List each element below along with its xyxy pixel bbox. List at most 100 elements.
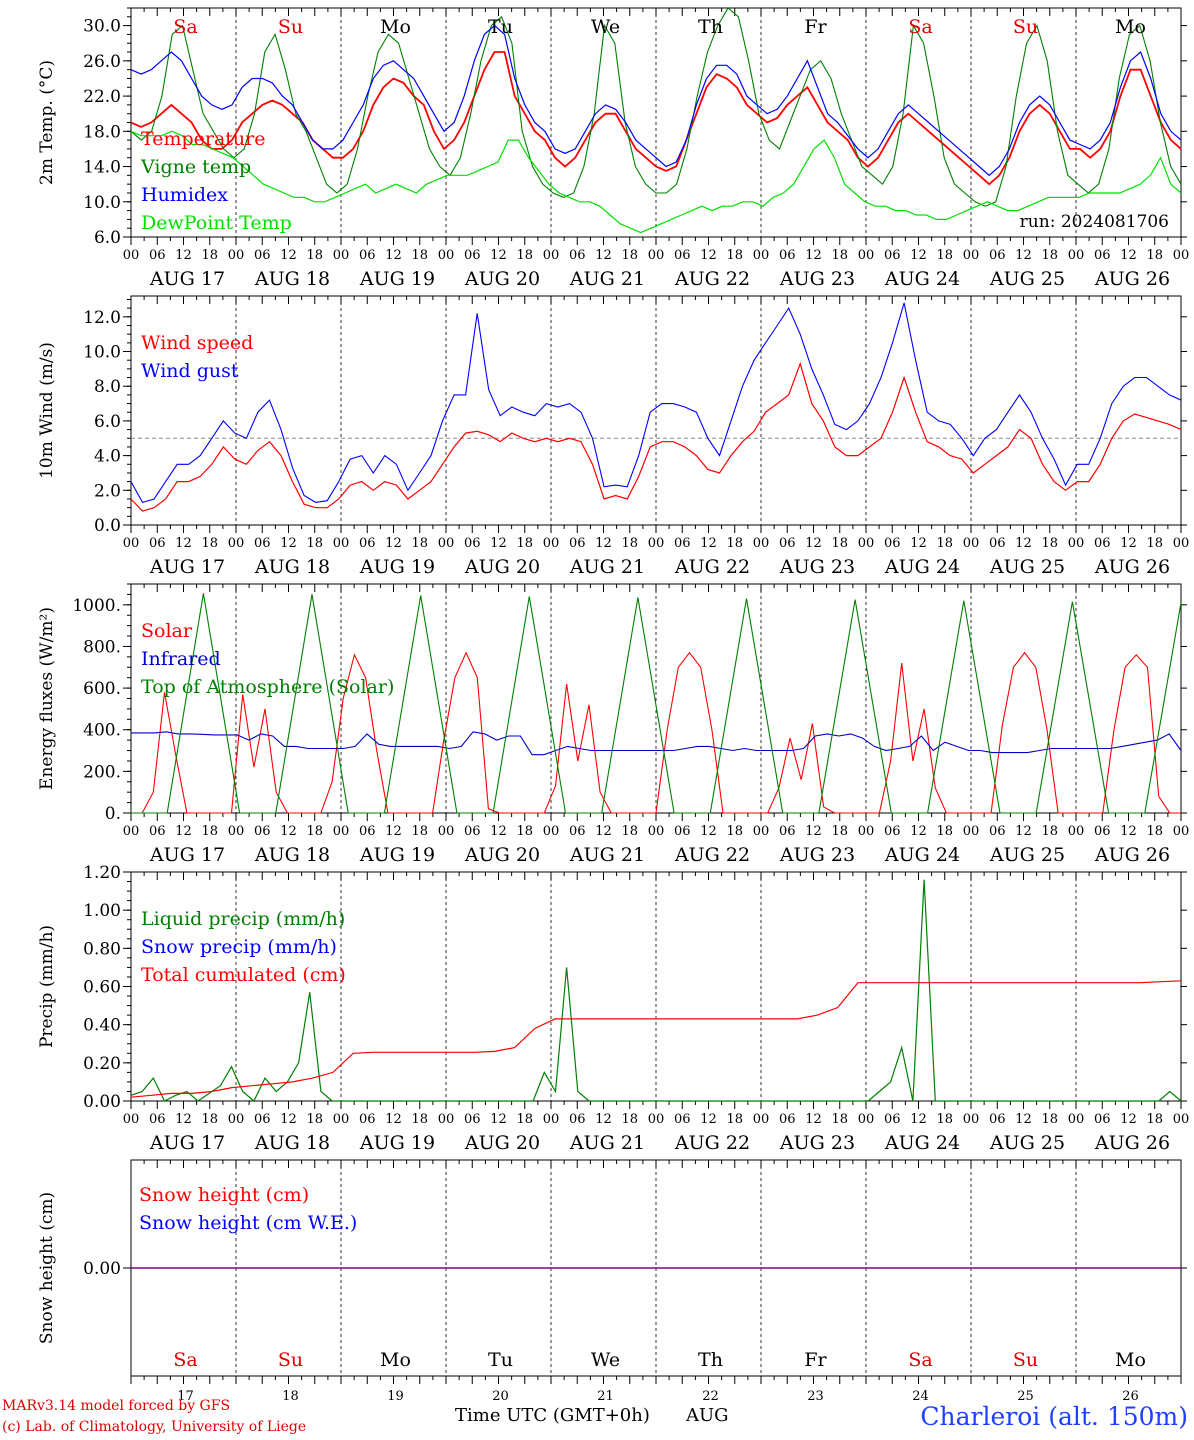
hour-tick-label: 18 [1041, 536, 1058, 551]
day-name: Sa [908, 1349, 932, 1371]
hour-tick-label: 12 [175, 824, 192, 839]
hour-tick-label: 00 [333, 824, 350, 839]
hour-tick-label: 06 [569, 1112, 586, 1127]
legend-entry: Wind speed [141, 332, 253, 354]
hour-tick-label: 12 [175, 248, 192, 263]
hour-tick-label: 12 [805, 536, 822, 551]
hour-tick-label: 00 [543, 536, 560, 551]
legend-entry: Vigne temp [140, 156, 251, 178]
hour-tick-label: 18 [726, 824, 743, 839]
date-label: AUG 21 [569, 268, 645, 290]
y-tick-label: 0. [105, 804, 121, 824]
hour-tick-label: 00 [333, 536, 350, 551]
hour-tick-label: 00 [858, 248, 875, 263]
hour-tick-label: 12 [280, 536, 297, 551]
hour-tick-label: 06 [569, 536, 586, 551]
day-number: 19 [387, 1389, 404, 1404]
date-label: AUG 26 [1094, 844, 1170, 866]
hour-tick-label: 18 [1146, 248, 1163, 263]
day-number: 21 [597, 1389, 614, 1404]
hour-tick-label: 00 [333, 248, 350, 263]
y-tick-label: 26.0 [83, 52, 121, 72]
date-label: AUG 21 [569, 844, 645, 866]
hour-tick-label: 00 [1068, 536, 1085, 551]
hour-tick-label: 12 [1015, 1112, 1032, 1127]
hour-tick-label: 18 [1146, 824, 1163, 839]
hour-tick-label: 06 [884, 248, 901, 263]
hour-tick-label: 12 [490, 824, 507, 839]
hour-tick-label: 18 [936, 824, 953, 839]
y-tick-label: 200. [83, 762, 121, 782]
legend-entry: Top of Atmosphere (Solar) [141, 676, 394, 698]
hour-tick-label: 06 [149, 1112, 166, 1127]
day-name: Sa [908, 16, 932, 38]
date-label: AUG 20 [464, 556, 540, 578]
date-label: AUG 22 [674, 844, 750, 866]
hour-tick-label: 00 [438, 1112, 455, 1127]
hour-tick-label: 00 [963, 536, 980, 551]
y-axis-title: 10m Wind (m/s) [37, 342, 57, 479]
date-label: AUG 18 [254, 268, 330, 290]
y-axis-title: Precip (mm/h) [37, 925, 57, 1048]
y-tick-label: 4.0 [94, 447, 121, 467]
hour-tick-label: 18 [726, 536, 743, 551]
hour-tick-label: 00 [753, 1112, 770, 1127]
footer-lab-credit: (c) Lab. of Climatology, University of L… [2, 1419, 307, 1435]
series-line [130, 980, 1182, 1098]
hour-tick-label: 00 [228, 536, 245, 551]
date-label: AUG 19 [359, 556, 435, 578]
hour-tick-label: 12 [700, 248, 717, 263]
hour-tick-label: 06 [254, 248, 271, 263]
legend-entry: Temperature [141, 128, 265, 150]
hour-tick-label: 06 [1094, 536, 1111, 551]
hour-tick-label: 12 [805, 248, 822, 263]
y-tick-label: 0.80 [83, 939, 121, 959]
legend-entry: Snow precip (mm/h) [141, 936, 337, 958]
date-label: AUG 24 [884, 844, 960, 866]
hour-tick-label: 18 [1146, 536, 1163, 551]
hour-tick-label: 18 [1041, 824, 1058, 839]
y-tick-label: 10.0 [83, 193, 121, 213]
series-line [130, 302, 1182, 504]
hour-tick-label: 12 [805, 824, 822, 839]
hour-tick-label: 06 [149, 536, 166, 551]
hour-tick-label: 18 [306, 536, 323, 551]
date-label: AUG 17 [149, 844, 225, 866]
date-label: AUG 22 [674, 556, 750, 578]
hour-tick-label: 12 [1015, 536, 1032, 551]
hour-tick-label: 12 [595, 824, 612, 839]
day-number: 20 [492, 1389, 509, 1404]
date-label: AUG 21 [569, 556, 645, 578]
hour-tick-label: 12 [910, 248, 927, 263]
panel-5 [123, 1159, 1187, 1384]
hour-tick-label: 06 [989, 1112, 1006, 1127]
date-label: AUG 18 [254, 556, 330, 578]
hour-tick-label: 06 [149, 248, 166, 263]
hour-tick-label: 12 [1120, 1112, 1137, 1127]
hour-tick-label: 00 [438, 536, 455, 551]
hour-tick-label: 12 [280, 824, 297, 839]
hour-tick-label: 12 [1120, 248, 1137, 263]
hour-tick-label: 06 [149, 824, 166, 839]
day-number: 26 [1122, 1389, 1139, 1404]
hour-tick-label: 18 [1146, 1112, 1163, 1127]
hour-tick-label: 00 [228, 824, 245, 839]
date-label: AUG 22 [674, 268, 750, 290]
hour-tick-label: 18 [726, 248, 743, 263]
hour-tick-label: 06 [779, 1112, 796, 1127]
hour-tick-label: 00 [753, 536, 770, 551]
hour-tick-label: 18 [411, 248, 428, 263]
hour-tick-label: 06 [884, 1112, 901, 1127]
y-tick-label: 8.0 [94, 377, 121, 397]
series-line [130, 24, 1182, 177]
hour-tick-label: 12 [385, 1112, 402, 1127]
legend-entry: Infrared [141, 648, 221, 670]
hour-tick-label: 00 [123, 824, 140, 839]
hour-tick-label: 12 [385, 824, 402, 839]
series-line [130, 130, 1182, 234]
hour-tick-label: 00 [123, 536, 140, 551]
date-label: AUG 25 [989, 268, 1065, 290]
hour-tick-label: 18 [516, 536, 533, 551]
hour-tick-label: 18 [201, 824, 218, 839]
